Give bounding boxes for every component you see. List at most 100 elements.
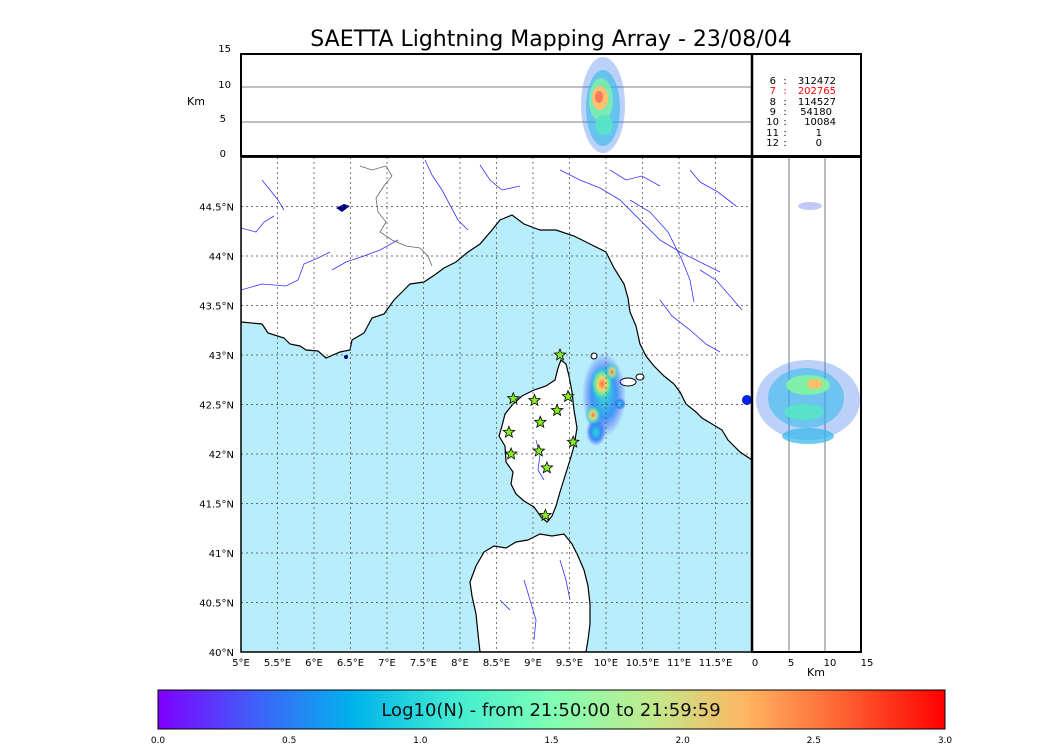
station-count: 0 — [816, 138, 822, 149]
graticule — [241, 157, 752, 652]
station-count-row: 10 : 10084 — [766, 117, 836, 128]
altitude-panel: Km 15 10 5 0 — [187, 44, 752, 160]
colorbar-tick-label: 0.0 — [151, 736, 166, 746]
longitude-label: 10°E — [594, 658, 618, 669]
rivers — [241, 159, 743, 641]
latitude-label: 42°N — [209, 450, 234, 461]
colorbar-tick-label: 0.5 — [282, 736, 296, 746]
svg-text::: : — [783, 97, 786, 108]
side-frame — [751, 156, 862, 653]
altitude-tick-0: 0 — [220, 149, 226, 160]
mainland-coast — [241, 157, 752, 461]
station-star-icon — [540, 460, 554, 474]
altitude-tick-10: 10 — [218, 80, 231, 91]
latitude-label: 40.5°N — [199, 599, 234, 610]
altitude-tick-5: 5 — [220, 114, 226, 125]
longitude-label: 11°E — [667, 658, 691, 669]
station-count: 312472 — [798, 76, 836, 87]
longitude-label: 8°E — [451, 658, 469, 669]
station-count-row: 6 : 312472 — [770, 76, 836, 87]
svg-text::: : — [783, 128, 786, 139]
station-count-row: 9 : 54180 — [770, 107, 832, 118]
station-star-icon — [533, 415, 548, 429]
side-tick-15: 15 — [861, 658, 874, 669]
latitude-label: 41.5°N — [199, 500, 234, 511]
station-number: 12 — [766, 138, 779, 149]
station-number: 11 — [766, 128, 779, 139]
station-star-icon — [502, 425, 516, 438]
station-count: 10084 — [804, 117, 836, 128]
side-unit-label: Km — [807, 666, 825, 679]
longitude-label: 11.5°E — [699, 658, 733, 669]
side-marker — [742, 395, 752, 405]
station-star-icon — [506, 391, 521, 405]
latitude-labels: 40°N 40.5°N 41°N 41.5°N 42°N 42.5°N 43°N 43.5°N… — [199, 203, 234, 660]
longitude-label: 9.5°E — [556, 658, 583, 669]
longitude-label: 7°E — [378, 658, 396, 669]
station-count: 202765 — [798, 86, 836, 97]
station-star-icon — [566, 435, 580, 448]
station-star-icon — [504, 446, 518, 460]
longitude-label: 8.5°E — [483, 658, 510, 669]
map-panel: 5°E 5.5°E 6°E 6.5°E 7°E 7.5°E 8°E 8.5°E 9°E 9.5°E… — [199, 157, 752, 669]
station-markers — [502, 347, 580, 522]
side-panel: 0 5 10 15 Km — [742, 157, 873, 679]
side-lightning-density — [756, 202, 860, 444]
longitude-label: 5.5°E — [264, 658, 291, 669]
station-number: 7 — [770, 86, 776, 97]
colorbar-tick-label: 1.5 — [544, 736, 558, 746]
latitude-label: 42.5°N — [199, 401, 234, 412]
svg-text::: : — [783, 138, 786, 149]
latitude-label: 41°N — [209, 549, 234, 560]
station-number: 8 — [770, 97, 776, 108]
longitude-label: 10.5°E — [626, 658, 660, 669]
longitude-label: 6.5°E — [337, 658, 364, 669]
sardinia-island — [469, 533, 591, 652]
station-count: 54180 — [800, 107, 832, 118]
altitude-tick-15: 15 — [218, 44, 231, 55]
longitude-labels: 5°E 5.5°E 6°E 6.5°E 7°E 7.5°E 8°E 8.5°E 9°E 9.5°E… — [232, 658, 732, 669]
svg-text::: : — [783, 117, 786, 128]
altitude-lightning-density — [581, 57, 625, 153]
colorbar-tick-label: 1.0 — [413, 736, 428, 746]
station-count-table: 6 : 312472 7 : 202765 8 : 114527 9 : 541… — [766, 76, 836, 149]
station-count-row: 7 : 202765 — [770, 86, 836, 97]
colorbar-ticks: 0.0 0.5 1.0 1.5 2.0 2.5 3.0 — [151, 736, 953, 746]
station-number: 10 — [766, 117, 779, 128]
station-count-row: 8 : 114527 — [770, 97, 836, 108]
latitude-label: 43°N — [209, 351, 234, 362]
station-count-row: 12 : 0 — [766, 138, 822, 149]
side-tick-0: 0 — [752, 658, 758, 669]
station-star-icon — [527, 393, 542, 407]
station-number: 9 — [770, 107, 776, 118]
colorbar-tick-label: 2.5 — [807, 736, 821, 746]
colorbar: Log10(N) - from 21:50:00 to 21:59:59 0.0… — [151, 689, 953, 746]
station-star-icon — [561, 389, 575, 403]
longitude-label: 7.5°E — [410, 658, 437, 669]
latitude-label: 43.5°N — [199, 302, 234, 313]
longitude-label: 9°E — [524, 658, 542, 669]
figure-title: SAETTA Lightning Mapping Array - 23/08/0… — [310, 27, 791, 52]
side-tick-5: 5 — [788, 658, 794, 669]
latitude-label: 44°N — [209, 252, 234, 263]
colorbar-gradient — [157, 689, 946, 730]
lake — [336, 204, 350, 212]
station-star-icon — [553, 347, 567, 361]
latitude-label: 44.5°N — [199, 203, 234, 214]
altitude-unit-label: Km — [187, 95, 205, 108]
small-island — [635, 373, 645, 381]
station-number: 6 — [770, 76, 776, 87]
station-star-icon — [550, 403, 564, 417]
corsica-island — [498, 359, 578, 523]
longitude-label: 6°E — [305, 658, 323, 669]
colorbar-tick-label: 3.0 — [938, 736, 953, 746]
svg-text::: : — [783, 76, 786, 87]
colorbar-tick-label: 2.0 — [676, 736, 691, 746]
station-star-icon — [532, 443, 546, 457]
colorbar-label: Log10(N) - from 21:50:00 to 21:59:59 — [381, 700, 720, 721]
borders — [359, 165, 433, 267]
station-count: 1 — [816, 128, 822, 139]
station-count-row: 11 : 1 — [766, 128, 822, 139]
station-count: 114527 — [798, 97, 836, 108]
